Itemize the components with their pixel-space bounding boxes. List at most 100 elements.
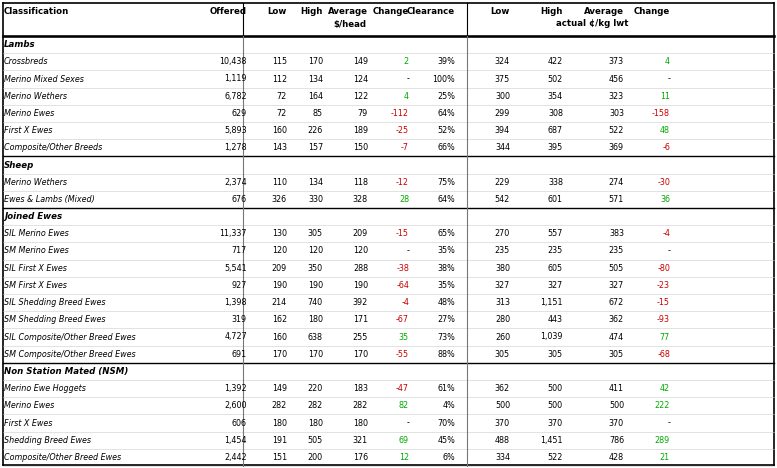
Text: 300: 300 — [495, 92, 510, 101]
Text: 308: 308 — [548, 109, 563, 118]
Text: 160: 160 — [272, 332, 287, 342]
Text: 170: 170 — [308, 57, 323, 66]
Text: 305: 305 — [308, 229, 323, 238]
Text: Change: Change — [634, 7, 670, 15]
Text: 134: 134 — [308, 74, 323, 83]
Text: 428: 428 — [609, 453, 624, 462]
Text: 1,451: 1,451 — [541, 436, 563, 445]
Text: 394: 394 — [495, 126, 510, 135]
Text: 500: 500 — [495, 401, 510, 410]
Text: -12: -12 — [396, 178, 409, 187]
Text: $/head: $/head — [333, 20, 366, 29]
Text: 4%: 4% — [442, 401, 455, 410]
Text: 4: 4 — [665, 57, 670, 66]
Text: 222: 222 — [655, 401, 670, 410]
Text: 326: 326 — [272, 195, 287, 204]
Text: -47: -47 — [396, 384, 409, 393]
Text: 691: 691 — [232, 350, 247, 358]
Text: 786: 786 — [609, 436, 624, 445]
Text: -6: -6 — [662, 143, 670, 152]
Text: actual ¢/kg lwt: actual ¢/kg lwt — [556, 20, 629, 29]
Text: 72: 72 — [277, 109, 287, 118]
Text: 672: 672 — [608, 298, 624, 307]
Text: 606: 606 — [232, 418, 247, 427]
Text: First X Ewes: First X Ewes — [4, 418, 52, 427]
Text: 500: 500 — [548, 384, 563, 393]
Text: 120: 120 — [308, 247, 323, 256]
Text: 1,454: 1,454 — [225, 436, 247, 445]
Text: 328: 328 — [353, 195, 368, 204]
Text: 160: 160 — [272, 126, 287, 135]
Text: 2,374: 2,374 — [225, 178, 247, 187]
Text: 354: 354 — [548, 92, 563, 101]
Text: 1,398: 1,398 — [225, 298, 247, 307]
Text: 45%: 45% — [437, 436, 455, 445]
Text: 522: 522 — [608, 126, 624, 135]
Text: 375: 375 — [495, 74, 510, 83]
Text: 134: 134 — [308, 178, 323, 187]
Text: 162: 162 — [272, 315, 287, 324]
Text: 85: 85 — [313, 109, 323, 118]
Text: 122: 122 — [353, 92, 368, 101]
Text: -15: -15 — [657, 298, 670, 307]
Text: 505: 505 — [308, 436, 323, 445]
Text: Merino Mixed Sexes: Merino Mixed Sexes — [4, 74, 84, 83]
Text: 327: 327 — [495, 281, 510, 290]
Text: 370: 370 — [548, 418, 563, 427]
Text: 522: 522 — [548, 453, 563, 462]
Text: 120: 120 — [353, 247, 368, 256]
Text: 27%: 27% — [437, 315, 455, 324]
Text: 235: 235 — [608, 247, 624, 256]
Text: 180: 180 — [353, 418, 368, 427]
Text: Average: Average — [584, 7, 624, 15]
Text: 180: 180 — [308, 315, 323, 324]
Text: 36: 36 — [660, 195, 670, 204]
Text: -7: -7 — [401, 143, 409, 152]
Text: High: High — [541, 7, 563, 15]
Text: 25%: 25% — [437, 92, 455, 101]
Text: 11,337: 11,337 — [219, 229, 247, 238]
Text: 52%: 52% — [437, 126, 455, 135]
Text: SM Shedding Breed Ewes: SM Shedding Breed Ewes — [4, 315, 106, 324]
Text: 35: 35 — [399, 332, 409, 342]
Text: 488: 488 — [495, 436, 510, 445]
Text: 180: 180 — [308, 418, 323, 427]
Text: -4: -4 — [662, 229, 670, 238]
Text: Merino Ewe Hoggets: Merino Ewe Hoggets — [4, 384, 86, 393]
Text: 676: 676 — [232, 195, 247, 204]
Text: 500: 500 — [609, 401, 624, 410]
Text: 305: 305 — [495, 350, 510, 358]
Text: SIL First X Ewes: SIL First X Ewes — [4, 263, 67, 273]
Text: 200: 200 — [308, 453, 323, 462]
Text: 65%: 65% — [437, 229, 455, 238]
Text: 350: 350 — [308, 263, 323, 273]
Text: SM Composite/Other Breed Ewes: SM Composite/Other Breed Ewes — [4, 350, 136, 358]
Text: 687: 687 — [548, 126, 563, 135]
Text: Low: Low — [267, 7, 287, 15]
Text: 64%: 64% — [437, 109, 455, 118]
Text: -158: -158 — [652, 109, 670, 118]
Text: -80: -80 — [657, 263, 670, 273]
Text: 324: 324 — [495, 57, 510, 66]
Text: -64: -64 — [396, 281, 409, 290]
Text: 422: 422 — [548, 57, 563, 66]
Text: 21: 21 — [660, 453, 670, 462]
Text: -: - — [406, 418, 409, 427]
Text: 70%: 70% — [437, 418, 455, 427]
Text: Sheep: Sheep — [4, 161, 34, 169]
Text: 313: 313 — [495, 298, 510, 307]
Text: 289: 289 — [655, 436, 670, 445]
Text: Crossbreds: Crossbreds — [4, 57, 48, 66]
Text: 327: 327 — [548, 281, 563, 290]
Text: SIL Shedding Breed Ewes: SIL Shedding Breed Ewes — [4, 298, 106, 307]
Text: 112: 112 — [272, 74, 287, 83]
Text: 383: 383 — [609, 229, 624, 238]
Text: 183: 183 — [353, 384, 368, 393]
Text: 334: 334 — [495, 453, 510, 462]
Text: 638: 638 — [308, 332, 323, 342]
Text: Clearance: Clearance — [407, 7, 455, 15]
Text: 717: 717 — [232, 247, 247, 256]
Text: -: - — [667, 418, 670, 427]
Text: Offered: Offered — [210, 7, 247, 15]
Text: -25: -25 — [395, 126, 409, 135]
